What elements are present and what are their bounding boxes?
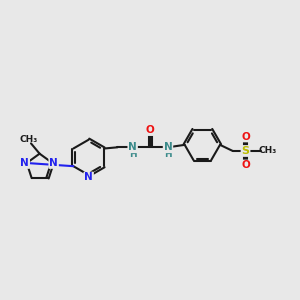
Text: H: H xyxy=(129,150,136,159)
Text: CH₃: CH₃ xyxy=(20,135,38,144)
Text: N: N xyxy=(20,158,29,168)
Text: N: N xyxy=(84,172,93,182)
Text: CH₃: CH₃ xyxy=(259,146,277,155)
Text: N: N xyxy=(128,142,137,152)
Text: O: O xyxy=(241,160,250,170)
Text: O: O xyxy=(146,125,155,135)
Text: O: O xyxy=(241,131,250,142)
Text: H: H xyxy=(164,150,172,159)
Text: N: N xyxy=(49,158,58,168)
Text: N: N xyxy=(164,142,172,152)
Text: S: S xyxy=(242,146,250,156)
